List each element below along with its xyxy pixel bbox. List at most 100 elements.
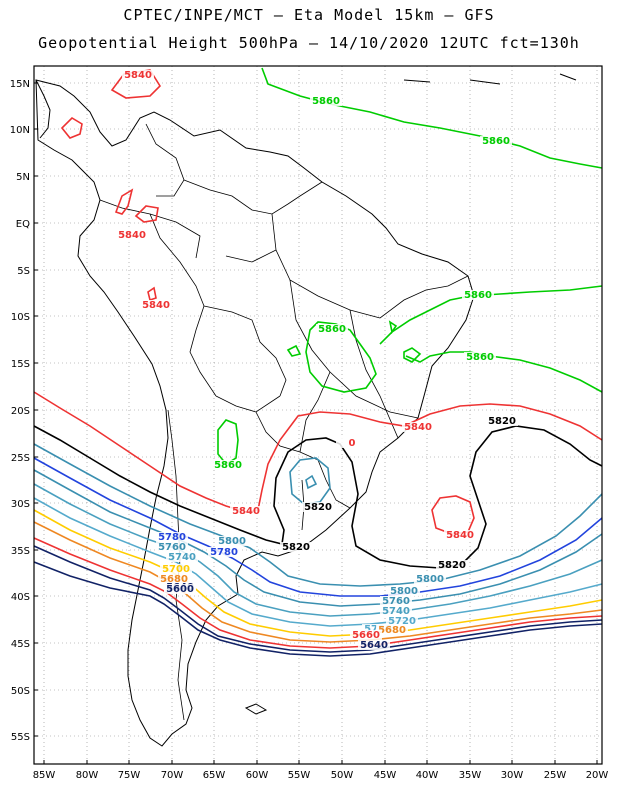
contour-label-text: 5860: [482, 136, 510, 147]
lat-tick-label: 40S: [11, 592, 30, 603]
border-bolivia-brazil: [203, 305, 287, 397]
contour-5840: [33, 391, 603, 513]
contour-label-5680: 5680: [158, 574, 190, 585]
contour-label-text: 5780: [158, 532, 186, 543]
contour-label-5840: 5840: [402, 422, 434, 433]
lon-tick-label: 20W: [586, 770, 609, 781]
contour-5840: [147, 286, 157, 302]
contour-label-text: 5860: [318, 324, 346, 335]
south-america-coastline: [35, 79, 475, 747]
contour-label-text: 5680: [378, 625, 406, 636]
contour-5840: [431, 495, 475, 535]
lat-tick-label: 10N: [10, 125, 30, 136]
contour-5800: [289, 457, 331, 505]
contour-label-5800: 5800: [216, 536, 248, 547]
central-america-coastline: [35, 79, 51, 139]
contour-label-5820: 5820: [486, 416, 518, 427]
contour-label-text: 5760: [158, 542, 186, 553]
contour-5860: [261, 67, 603, 169]
contour-label-text: 5860: [466, 352, 494, 363]
lat-tick-label: 55S: [11, 732, 30, 743]
falkland-islands: [244, 703, 268, 715]
contour-label-text: 5860: [464, 290, 492, 301]
lat-tick-label: 25S: [11, 453, 30, 464]
contour-label-5840: 5840: [140, 300, 172, 311]
border-colombia-peru: [99, 199, 201, 259]
contour-5660: [33, 537, 603, 649]
contour-5800: [305, 474, 318, 490]
lon-tick-label: 30W: [501, 770, 524, 781]
contour-5720: [33, 497, 603, 627]
contour-label-text: 5840: [142, 300, 170, 311]
contour-label-text: 5660: [352, 630, 380, 641]
lat-tick-label: 15S: [11, 359, 30, 370]
contour-label-text: 5720: [388, 616, 416, 627]
map-frame: [33, 65, 603, 765]
lon-tick-label: 65W: [203, 770, 226, 781]
lat-tick-label: 30S: [11, 499, 30, 510]
border-brazil-states-3: [349, 309, 399, 439]
lat-tick-label: 5S: [17, 266, 30, 277]
border-brazil-uruguay: [317, 459, 351, 509]
contour-label-5840: 5840: [122, 70, 154, 81]
contour-label-text: 5600: [166, 584, 194, 595]
contour-label-5820: 5820: [302, 502, 334, 513]
contour-5780: [33, 457, 603, 597]
lon-tick-label: 85W: [33, 770, 56, 781]
contour-5840: [114, 188, 134, 215]
contour-label-text: 5780: [210, 547, 238, 558]
contour-label-text: 5860: [312, 96, 340, 107]
lat-tick-label: 10S: [11, 312, 30, 323]
contour-label-5860: 5860: [310, 96, 342, 107]
lon-tick-label: 80W: [76, 770, 99, 781]
contour-5860: [405, 351, 603, 393]
contour-label-5620: 5600: [164, 584, 196, 595]
caribbean-islands: [403, 73, 577, 85]
lat-lon-grid: [34, 66, 602, 764]
contour-label-5760: 5760: [380, 596, 412, 607]
contour-label-text: 5800: [390, 586, 418, 597]
contour-label-5660: 5660: [350, 630, 382, 641]
contour-label-5700: 5700: [160, 564, 192, 575]
contour-5860: [379, 285, 603, 345]
contour-label-5640: 5640: [358, 640, 390, 651]
contour-label-5680: 5680: [376, 625, 408, 636]
contour-label-text: 5840: [118, 230, 146, 241]
contour-label-text: 5820: [438, 560, 466, 571]
contour-label-text: 5820: [488, 416, 516, 427]
contour-5840: [134, 205, 159, 223]
contour-label-text: 5820: [282, 542, 310, 553]
lon-tick-label: 45W: [374, 770, 397, 781]
map-title-line-2: Geopotential Height 500hPa – 14/10/2020 …: [38, 34, 580, 52]
contour-label-text: 5800: [218, 536, 246, 547]
contour-5860: [403, 347, 422, 363]
contour-5860: [217, 419, 239, 466]
geopotential-contours: [33, 67, 603, 657]
contour-label-5860: 5860: [480, 136, 512, 147]
contour-label-5620: 5600: [0, 0, 16, 3]
contour-label-text: 5740: [382, 606, 410, 617]
contour-label-5840: 5840: [230, 506, 262, 517]
contour-5620: [33, 561, 603, 657]
border-peru-brazil: [149, 213, 205, 307]
lon-tick-label: 70W: [161, 770, 184, 781]
contour-label-5720: 5720: [386, 616, 418, 627]
contour-label-text: 5740: [168, 552, 196, 563]
contour-5700: [33, 509, 603, 637]
lon-tick-label: 40W: [416, 770, 439, 781]
coastline: [35, 73, 577, 747]
contour-5740: [33, 483, 603, 617]
contour-label-text: 5600: [0, 0, 14, 3]
border-brazil-states-1: [271, 213, 381, 319]
contour-5800: [33, 443, 603, 587]
border-brazil-states-2: [289, 279, 419, 419]
contour-label-text: 0: [349, 438, 356, 449]
contour-label-text: 5860: [214, 460, 242, 471]
lon-tick-label: 25W: [544, 770, 567, 781]
contour-label-5840: 5840: [116, 230, 148, 241]
contour-label-text: 5840: [404, 422, 432, 433]
contour-label-5840: 0: [336, 438, 368, 449]
contour-label-text: 5640: [360, 640, 388, 651]
contour-5760: [33, 469, 603, 607]
lat-tick-label: EQ: [16, 219, 30, 230]
